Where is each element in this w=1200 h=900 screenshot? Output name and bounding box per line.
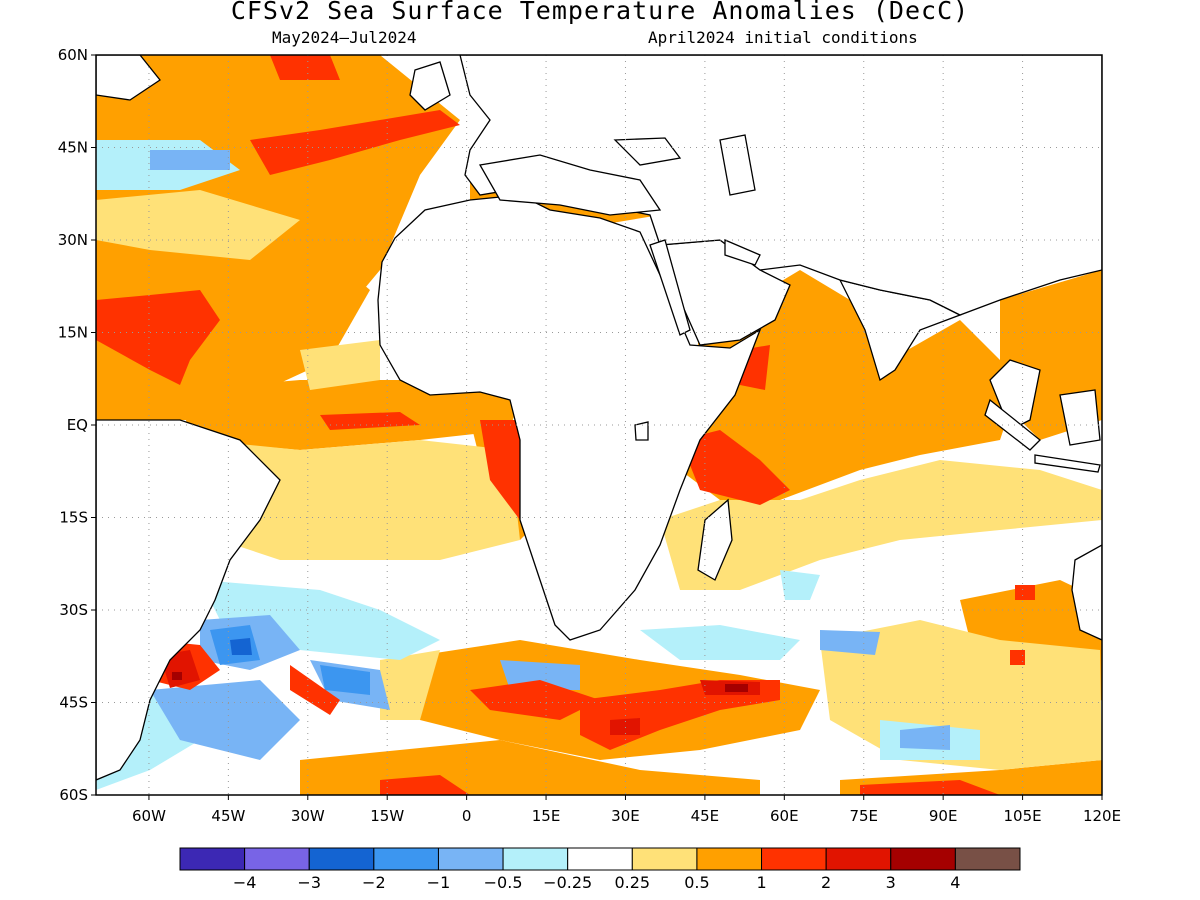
colorbar-label: −2 bbox=[362, 873, 386, 892]
lon-tick-label: 90E bbox=[929, 807, 958, 825]
land-masses bbox=[96, 55, 1102, 781]
red-sea bbox=[649, 239, 691, 336]
colorbar-label: −4 bbox=[233, 873, 257, 892]
lon-tick-label: 120E bbox=[1083, 807, 1121, 825]
persian-gulf bbox=[724, 239, 761, 266]
lat-tick-label: 15N bbox=[58, 324, 88, 342]
colorbar-swatch bbox=[244, 847, 310, 871]
colorbar-swatch bbox=[308, 847, 375, 871]
lat-tick-label: 30S bbox=[59, 601, 88, 619]
colorbar-swatch bbox=[761, 847, 827, 871]
colorbar-swatch bbox=[502, 847, 569, 871]
colorbar-label: −1 bbox=[427, 873, 451, 892]
africa bbox=[377, 194, 762, 641]
chart-title: CFSv2 Sea Surface Temperature Anomalies … bbox=[230, 0, 970, 25]
colorbar-label: 0.5 bbox=[684, 873, 709, 892]
australia bbox=[1071, 544, 1102, 641]
longitude-axis: 60W 45W 30W 15W 0 15E 30E 45E 60E 75E 90E 105E 120E bbox=[132, 795, 1121, 825]
colorbar-swatch bbox=[954, 847, 1021, 871]
forecast-period: May2024–Jul2024 bbox=[272, 28, 417, 47]
colorbar-label: 3 bbox=[886, 873, 896, 892]
south-america bbox=[96, 419, 281, 781]
lat-tick-label: EQ bbox=[67, 416, 88, 434]
colorbar-swatch bbox=[631, 847, 698, 871]
mediterranean bbox=[478, 154, 662, 216]
anomaly-zone-neg-0.5-2 bbox=[150, 150, 950, 760]
colorbar-label: 0.25 bbox=[614, 873, 650, 892]
colorbar-label: 1 bbox=[756, 873, 766, 892]
colorbar-label: −0.25 bbox=[543, 873, 592, 892]
lat-tick-label: 60S bbox=[59, 786, 88, 804]
colorbar-legend: −4 −3 −2 −1 −0.5 −0.25 0.25 0.5 1 2 3 4 bbox=[179, 847, 1021, 892]
colorbar-swatch bbox=[890, 847, 956, 871]
colorbar-swatch bbox=[825, 847, 892, 871]
sumatra bbox=[984, 398, 1041, 451]
inland-seas bbox=[478, 134, 761, 441]
anomaly-zone-2-4 bbox=[160, 650, 760, 735]
anomaly-zone-0.25-0.5 bbox=[96, 190, 1102, 770]
colorbar-swatch bbox=[373, 847, 439, 871]
lat-tick-label: 45N bbox=[58, 139, 88, 157]
lon-tick-label: 45W bbox=[211, 807, 245, 825]
colorbar-label: 4 bbox=[950, 873, 960, 892]
colorbar-label: −0.5 bbox=[484, 873, 523, 892]
british-isles bbox=[409, 61, 451, 111]
lon-tick-label: 60W bbox=[132, 807, 166, 825]
anomaly-field bbox=[96, 55, 1102, 795]
lon-tick-label: 75E bbox=[849, 807, 878, 825]
black-sea bbox=[613, 137, 682, 166]
lat-tick-label: 60N bbox=[58, 46, 88, 64]
lon-tick-label: 30W bbox=[291, 807, 325, 825]
colorbar-swatch bbox=[696, 847, 763, 871]
colorbar-swatch bbox=[437, 847, 504, 871]
java bbox=[1034, 454, 1101, 473]
borneo bbox=[1059, 389, 1101, 446]
lat-tick-label: 15S bbox=[59, 509, 88, 527]
initial-conditions: April2024 initial conditions bbox=[648, 28, 918, 47]
colorbar-label: 2 bbox=[821, 873, 831, 892]
lat-tick-label: 30N bbox=[58, 231, 88, 249]
lon-tick-label: 30E bbox=[611, 807, 640, 825]
caspian-sea bbox=[719, 134, 756, 196]
lat-tick-label: 45S bbox=[59, 694, 88, 712]
lon-tick-label: 105E bbox=[1004, 807, 1042, 825]
lon-tick-label: 60E bbox=[770, 807, 799, 825]
colorbar-swatch bbox=[567, 847, 633, 871]
lon-tick-label: 0 bbox=[462, 807, 472, 825]
colorbar-label: −3 bbox=[297, 873, 321, 892]
lon-tick-label: 45E bbox=[691, 807, 720, 825]
greenland-iceland bbox=[96, 55, 161, 101]
latitude-axis: 60N 45N 30N 15N EQ 15S 30S 45S 60S bbox=[58, 46, 96, 804]
lon-tick-label: 15W bbox=[370, 807, 404, 825]
madagascar bbox=[697, 498, 733, 581]
lake-victoria bbox=[634, 421, 649, 441]
colorbar-swatch bbox=[179, 847, 246, 871]
lon-tick-label: 15E bbox=[532, 807, 561, 825]
